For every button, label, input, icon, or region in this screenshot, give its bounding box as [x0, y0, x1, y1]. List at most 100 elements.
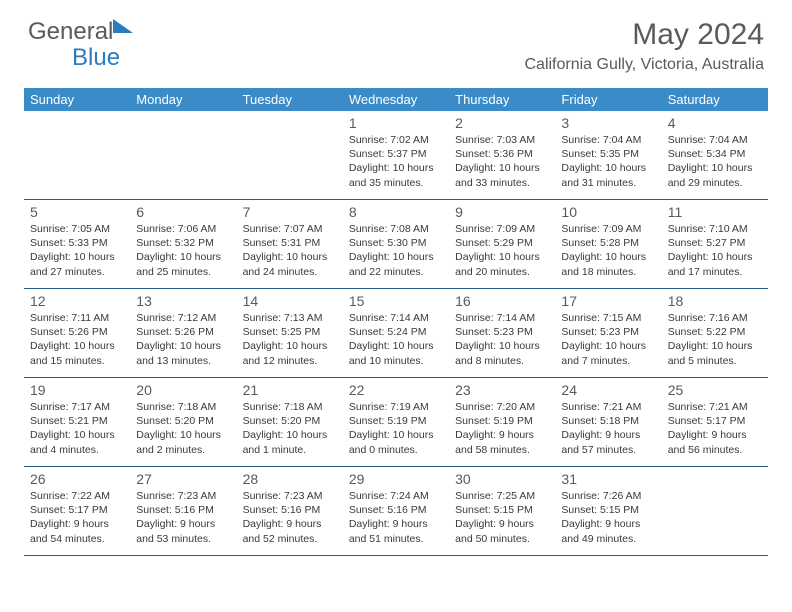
day-info: Sunrise: 7:06 AMSunset: 5:32 PMDaylight:…	[136, 222, 230, 279]
day-number: 30	[455, 471, 549, 487]
day-info: Sunrise: 7:07 AMSunset: 5:31 PMDaylight:…	[243, 222, 337, 279]
day-info: Sunrise: 7:04 AMSunset: 5:35 PMDaylight:…	[561, 133, 655, 190]
day-info: Sunrise: 7:17 AMSunset: 5:21 PMDaylight:…	[30, 400, 124, 457]
day-cell: 25Sunrise: 7:21 AMSunset: 5:17 PMDayligh…	[662, 378, 768, 466]
day-info: Sunrise: 7:14 AMSunset: 5:24 PMDaylight:…	[349, 311, 443, 368]
day-info: Sunrise: 7:18 AMSunset: 5:20 PMDaylight:…	[243, 400, 337, 457]
day-number: 15	[349, 293, 443, 309]
calendar: Sunday Monday Tuesday Wednesday Thursday…	[0, 80, 792, 556]
brand-part1: General	[28, 18, 113, 46]
day-cell: 11Sunrise: 7:10 AMSunset: 5:27 PMDayligh…	[662, 200, 768, 288]
day-number: 12	[30, 293, 124, 309]
week-row: 1Sunrise: 7:02 AMSunset: 5:37 PMDaylight…	[24, 111, 768, 200]
week-row: 26Sunrise: 7:22 AMSunset: 5:17 PMDayligh…	[24, 467, 768, 556]
day-info: Sunrise: 7:23 AMSunset: 5:16 PMDaylight:…	[136, 489, 230, 546]
day-number: 23	[455, 382, 549, 398]
day-info: Sunrise: 7:21 AMSunset: 5:18 PMDaylight:…	[561, 400, 655, 457]
page-header: GeneralBlue May 2024 California Gully, V…	[0, 0, 792, 80]
day-info: Sunrise: 7:24 AMSunset: 5:16 PMDaylight:…	[349, 489, 443, 546]
day-cell: 30 Sunrise: 7:25 AMSunset: 5:15 PMDayligh…	[449, 467, 555, 555]
day-cell: 17 Sunrise: 7:15 AMSunset: 5:23 PMDayligh…	[555, 289, 661, 377]
day-info: Sunrise: 7:25 AMSunset: 5:15 PMDaylight:…	[455, 489, 549, 546]
day-number: 17	[561, 293, 655, 309]
day-number: 9	[455, 204, 549, 220]
weekday-header: Saturday	[662, 88, 768, 111]
day-number: 26	[30, 471, 124, 487]
day-number: 25	[668, 382, 762, 398]
day-info: Sunrise: 7:09 AMSunset: 5:28 PMDaylight:…	[561, 222, 655, 279]
day-cell: 7 Sunrise: 7:07 AMSunset: 5:31 PMDaylight…	[237, 200, 343, 288]
day-cell: 18 Sunrise: 7:16 AMSunset: 5:22 PMDayligh…	[662, 289, 768, 377]
day-number: 18	[668, 293, 762, 309]
day-number: 13	[136, 293, 230, 309]
week-row: 19 Sunrise: 7:17 AMSunset: 5:21 PMDayligh…	[24, 378, 768, 467]
day-cell: 13 Sunrise: 7:12 AMSunset: 5:26 PMDayligh…	[130, 289, 236, 377]
day-cell: 14Sunrise: 7:13 AMSunset: 5:25 PMDayligh…	[237, 289, 343, 377]
day-cell: 21 Sunrise: 7:18 AMSunset: 5:20 PMDayligh…	[237, 378, 343, 466]
day-info: Sunrise: 7:03 AMSunset: 5:36 PMDaylight:…	[455, 133, 549, 190]
weeks-container: 1Sunrise: 7:02 AMSunset: 5:37 PMDaylight…	[24, 111, 768, 556]
day-info: Sunrise: 7:26 AMSunset: 5:15 PMDaylight:…	[561, 489, 655, 546]
day-cell: 15 Sunrise: 7:14 AMSunset: 5:24 PMDayligh…	[343, 289, 449, 377]
weekday-header: Thursday	[449, 88, 555, 111]
day-info: Sunrise: 7:05 AMSunset: 5:33 PMDaylight:…	[30, 222, 124, 279]
day-info: Sunrise: 7:19 AMSunset: 5:19 PMDaylight:…	[349, 400, 443, 457]
day-cell: 29 Sunrise: 7:24 AMSunset: 5:16 PMDayligh…	[343, 467, 449, 555]
week-row: 5 Sunrise: 7:05 AMSunset: 5:33 PMDaylight…	[24, 200, 768, 289]
day-number: 5	[30, 204, 124, 220]
day-number: 19	[30, 382, 124, 398]
day-cell	[237, 111, 343, 199]
day-number: 2	[455, 115, 549, 131]
day-cell	[662, 467, 768, 555]
title-block: May 2024 California Gully, Victoria, Aus…	[524, 18, 764, 74]
day-number: 14	[243, 293, 337, 309]
day-cell: 6Sunrise: 7:06 AMSunset: 5:32 PMDaylight…	[130, 200, 236, 288]
weekday-header: Friday	[555, 88, 661, 111]
day-cell: 1Sunrise: 7:02 AMSunset: 5:37 PMDaylight…	[343, 111, 449, 199]
day-number: 7	[243, 204, 337, 220]
day-number: 27	[136, 471, 230, 487]
week-row: 12Sunrise: 7:11 AMSunset: 5:26 PMDayligh…	[24, 289, 768, 378]
day-info: Sunrise: 7:23 AMSunset: 5:16 PMDaylight:…	[243, 489, 337, 546]
day-number: 20	[136, 382, 230, 398]
day-cell: 22 Sunrise: 7:19 AMSunset: 5:19 PMDayligh…	[343, 378, 449, 466]
month-title: May 2024	[524, 18, 764, 52]
day-info: Sunrise: 7:04 AMSunset: 5:34 PMDaylight:…	[668, 133, 762, 190]
day-cell: 4 Sunrise: 7:04 AMSunset: 5:34 PMDaylight…	[662, 111, 768, 199]
day-number: 4	[668, 115, 762, 131]
triangle-icon	[113, 19, 133, 38]
day-cell: 16Sunrise: 7:14 AMSunset: 5:23 PMDayligh…	[449, 289, 555, 377]
day-cell: 20 Sunrise: 7:18 AMSunset: 5:20 PMDayligh…	[130, 378, 236, 466]
day-info: Sunrise: 7:15 AMSunset: 5:23 PMDaylight:…	[561, 311, 655, 368]
day-cell: 12Sunrise: 7:11 AMSunset: 5:26 PMDayligh…	[24, 289, 130, 377]
day-number: 31	[561, 471, 655, 487]
day-cell: 28Sunrise: 7:23 AMSunset: 5:16 PMDayligh…	[237, 467, 343, 555]
day-cell	[24, 111, 130, 199]
day-info: Sunrise: 7:20 AMSunset: 5:19 PMDaylight:…	[455, 400, 549, 457]
day-info: Sunrise: 7:12 AMSunset: 5:26 PMDaylight:…	[136, 311, 230, 368]
day-cell: 23 Sunrise: 7:20 AMSunset: 5:19 PMDayligh…	[449, 378, 555, 466]
day-number: 29	[349, 471, 443, 487]
day-number: 21	[243, 382, 337, 398]
day-cell: 10Sunrise: 7:09 AMSunset: 5:28 PMDayligh…	[555, 200, 661, 288]
day-info: Sunrise: 7:02 AMSunset: 5:37 PMDaylight:…	[349, 133, 443, 190]
brand-part2: Blue	[72, 44, 120, 72]
day-info: Sunrise: 7:10 AMSunset: 5:27 PMDaylight:…	[668, 222, 762, 279]
day-cell: 27 Sunrise: 7:23 AMSunset: 5:16 PMDayligh…	[130, 467, 236, 555]
day-cell: 9 Sunrise: 7:09 AMSunset: 5:29 PMDaylight…	[449, 200, 555, 288]
day-cell: 19 Sunrise: 7:17 AMSunset: 5:21 PMDayligh…	[24, 378, 130, 466]
day-info: Sunrise: 7:18 AMSunset: 5:20 PMDaylight:…	[136, 400, 230, 457]
day-info: Sunrise: 7:08 AMSunset: 5:30 PMDaylight:…	[349, 222, 443, 279]
day-number: 24	[561, 382, 655, 398]
weekday-header: Monday	[130, 88, 236, 111]
day-number: 22	[349, 382, 443, 398]
day-number: 8	[349, 204, 443, 220]
day-cell	[130, 111, 236, 199]
brand-logo: GeneralBlue	[28, 18, 148, 72]
day-cell: 24 Sunrise: 7:21 AMSunset: 5:18 PMDayligh…	[555, 378, 661, 466]
day-info: Sunrise: 7:16 AMSunset: 5:22 PMDaylight:…	[668, 311, 762, 368]
day-cell: 8 Sunrise: 7:08 AMSunset: 5:30 PMDaylight…	[343, 200, 449, 288]
day-info: Sunrise: 7:09 AMSunset: 5:29 PMDaylight:…	[455, 222, 549, 279]
day-info: Sunrise: 7:14 AMSunset: 5:23 PMDaylight:…	[455, 311, 549, 368]
day-cell: 31 Sunrise: 7:26 AMSunset: 5:15 PMDayligh…	[555, 467, 661, 555]
